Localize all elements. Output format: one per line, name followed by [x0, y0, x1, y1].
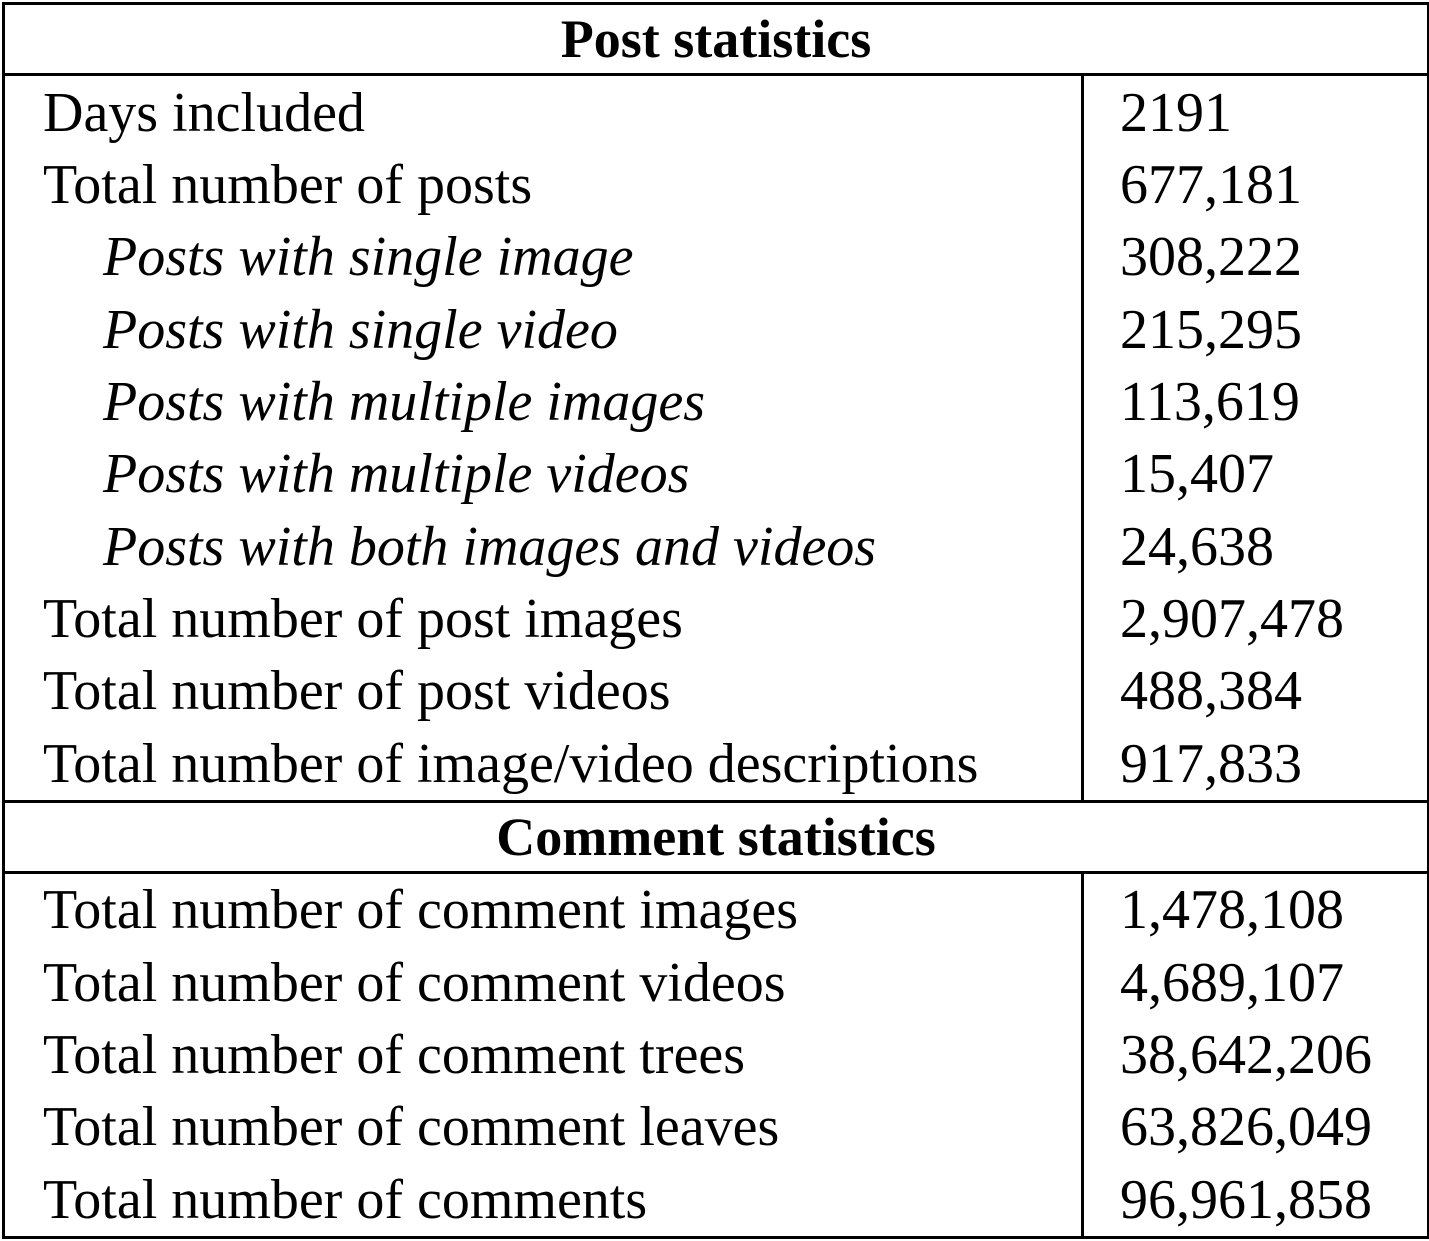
row-label: Total number of post videos — [2, 655, 1084, 728]
table-row: Total number of post videos 488,384 — [2, 655, 1429, 728]
row-value: 488,384 — [1082, 655, 1429, 728]
row-label: Total number of post images — [2, 582, 1084, 656]
row-label: Posts with both images and videos — [2, 510, 1084, 583]
section-header-row: Comment statistics — [1, 799, 1429, 875]
row-value: 2,907,478 — [1082, 582, 1429, 656]
table-row: Posts with single image 308,222 — [2, 221, 1429, 294]
row-label: Days included — [2, 74, 1084, 149]
table-row: Total number of post images 2,907,478 — [2, 582, 1429, 656]
row-label: Posts with single image — [2, 221, 1084, 294]
row-value: 63,826,049 — [1082, 1091, 1429, 1164]
section-title: Post statistics — [1, 1, 1429, 77]
row-label: Posts with multiple videos — [2, 438, 1084, 511]
row-label: Posts with single video — [2, 293, 1084, 366]
row-label: Total number of comment videos — [2, 946, 1084, 1019]
row-value: 38,642,206 — [1082, 1018, 1429, 1092]
row-value: 2191 — [1082, 74, 1429, 149]
row-value: 4,689,107 — [1082, 946, 1429, 1019]
row-label: Total number of comments — [2, 1163, 1084, 1239]
row-value: 96,961,858 — [1082, 1163, 1429, 1239]
row-label: Total number of comment trees — [2, 1018, 1084, 1092]
table-row: Total number of comment trees 38,642,206 — [2, 1018, 1429, 1092]
row-value: 917,833 — [1082, 727, 1429, 803]
table-row: Total number of comment leaves 63,826,049 — [2, 1091, 1429, 1164]
row-value: 677,181 — [1082, 148, 1429, 222]
row-value: 24,638 — [1082, 510, 1429, 583]
row-label: Posts with multiple images — [2, 365, 1084, 439]
row-value: 215,295 — [1082, 293, 1429, 366]
row-label: Total number of image/video descriptions — [2, 727, 1084, 803]
table-row: Total number of comment images 1,478,108 — [2, 872, 1429, 947]
row-value: 1,478,108 — [1082, 872, 1429, 947]
row-value: 113,619 — [1082, 365, 1429, 439]
table-row: Total number of image/video descriptions… — [2, 727, 1429, 803]
row-value: 308,222 — [1082, 221, 1429, 294]
row-label: Total number of comment leaves — [2, 1091, 1084, 1164]
table-row: Total number of comments 96,961,858 — [2, 1163, 1429, 1239]
section-title: Comment statistics — [1, 799, 1429, 875]
table-row: Posts with both images and videos 24,638 — [2, 510, 1429, 583]
table-row: Posts with multiple images 113,619 — [2, 365, 1429, 439]
table-row: Total number of posts 677,181 — [2, 148, 1429, 222]
table-row: Total number of comment videos 4,689,107 — [2, 946, 1429, 1019]
table-row: Days included 2191 — [2, 74, 1429, 149]
section-header-row: Post statistics — [1, 1, 1429, 77]
row-value: 15,407 — [1082, 438, 1429, 511]
table-row: Posts with single video 215,295 — [2, 293, 1429, 366]
table-row: Posts with multiple videos 15,407 — [2, 438, 1429, 511]
row-label: Total number of posts — [2, 148, 1084, 222]
row-label: Total number of comment images — [2, 872, 1084, 947]
